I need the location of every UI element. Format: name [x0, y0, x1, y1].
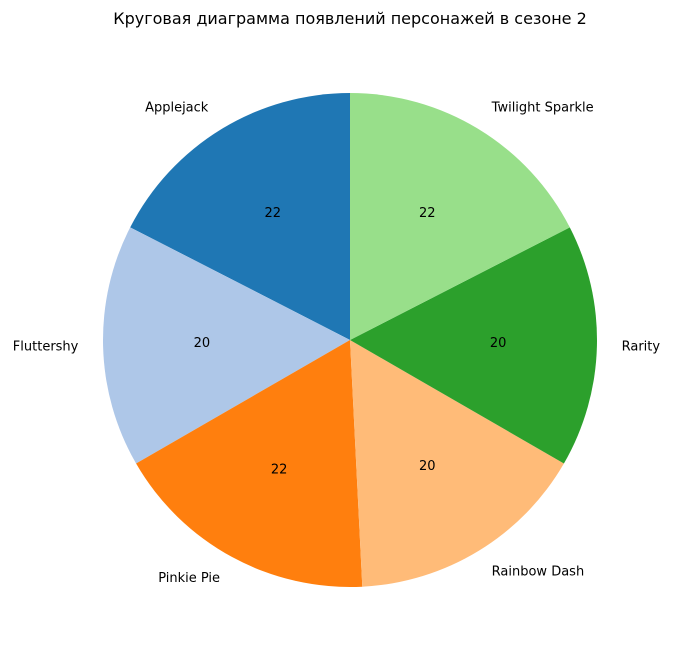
pie-slice-applejack: [130, 93, 350, 340]
value-label: 22: [419, 206, 436, 221]
pie-slices: [102, 93, 598, 587]
chart-title: Круговая диаграмма появлений персонажей …: [113, 9, 587, 28]
pie-slice-rarity: [350, 227, 598, 464]
category-label: Twilight Sparkle: [491, 101, 594, 116]
pie-slice-twilight-sparkle: [350, 93, 570, 340]
value-label: 20: [490, 336, 507, 351]
category-label: Rarity: [622, 339, 661, 354]
category-label: Rainbow Dash: [492, 564, 585, 579]
category-label: Pinkie Pie: [158, 571, 220, 586]
value-label: 22: [271, 463, 288, 478]
pie-slice-pinkie-pie: [136, 340, 363, 587]
value-label: 20: [194, 336, 211, 351]
category-label: Fluttershy: [13, 339, 79, 354]
value-label: 22: [264, 206, 281, 221]
pie-labels: Applejack 22 Fluttershy 20 Pinkie Pie 22 Rainb…: [13, 101, 661, 586]
pie-slice-rainbow-dash: [350, 340, 564, 587]
pie-slice-fluttershy: [102, 227, 350, 464]
category-label: Applejack: [145, 101, 209, 116]
value-label: 20: [419, 459, 436, 474]
